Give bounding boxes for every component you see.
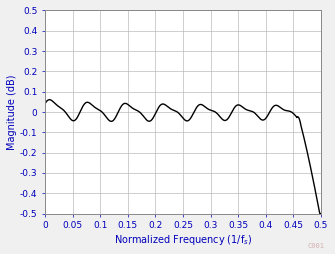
- X-axis label: Normalized Frequency (1/f$_s$): Normalized Frequency (1/f$_s$): [114, 233, 252, 247]
- Text: C001: C001: [308, 243, 325, 249]
- Y-axis label: Magnitude (dB): Magnitude (dB): [7, 74, 17, 150]
